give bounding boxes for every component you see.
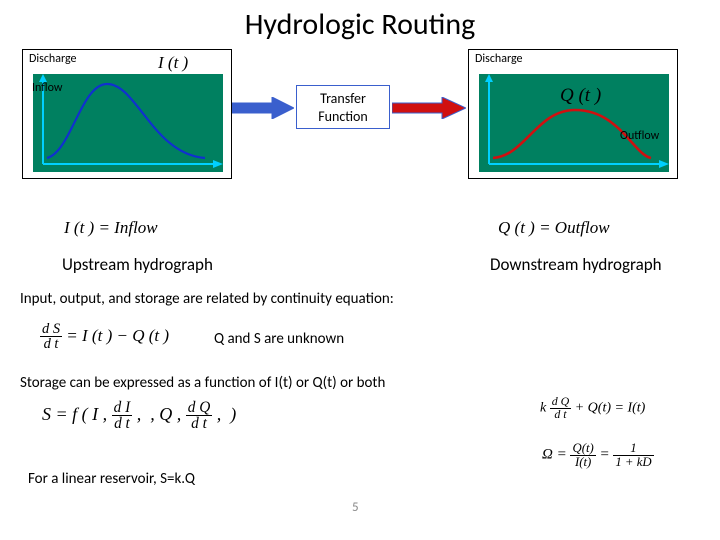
caption-inflow: I (t ) = Inflow <box>64 218 158 238</box>
page-number: 5 <box>352 500 359 515</box>
page-title: Hydrologic Routing <box>0 0 720 43</box>
inflow-chart: Discharge <box>22 49 232 179</box>
axis-label-left: Discharge <box>29 52 77 66</box>
continuity-equation: d Sd t = I (t ) − Q (t ) <box>40 322 169 352</box>
axis-label-right: Discharge <box>475 52 523 66</box>
linear-reservoir-text: For a linear reservoir, S=k.Q <box>28 470 195 488</box>
linear-ode-equation: k d Qd t + Q(t) = I(t) <box>540 396 645 421</box>
transfer-line2: Function <box>297 108 389 126</box>
outflow-label: Outflow <box>620 129 659 143</box>
caption-outflow: Q (t ) = Outflow <box>498 218 610 238</box>
eq-inflow: I (t ) <box>158 53 188 73</box>
arrow-to-transfer <box>232 97 294 119</box>
omega-equation: Ω = Q(t)I(t) = 11 + kD <box>542 442 654 469</box>
arrow-from-transfer <box>392 97 466 119</box>
outflow-chart: Discharge <box>468 49 678 179</box>
eq-outflow: Q (t ) <box>560 85 601 107</box>
downstream-hydrograph-label: Downstream hydrograph <box>490 254 662 275</box>
upstream-hydrograph-label: Upstream hydrograph <box>62 254 213 275</box>
qs-unknown-text: Q and S are unknown <box>214 330 344 348</box>
storage-equation: S = f ( I , d Id t , ​ , Q , d Qd t , ​ … <box>42 400 236 432</box>
diagram-row: Discharge Inflow I (t ) Transfer Functio… <box>0 49 720 219</box>
continuity-text: Input, output, and storage are related b… <box>20 290 394 308</box>
inflow-label: Inflow <box>32 81 62 95</box>
storage-text: Storage can be expressed as a function o… <box>20 374 385 392</box>
transfer-line1: Transfer <box>297 90 389 108</box>
transfer-function-box: Transfer Function <box>296 85 390 129</box>
